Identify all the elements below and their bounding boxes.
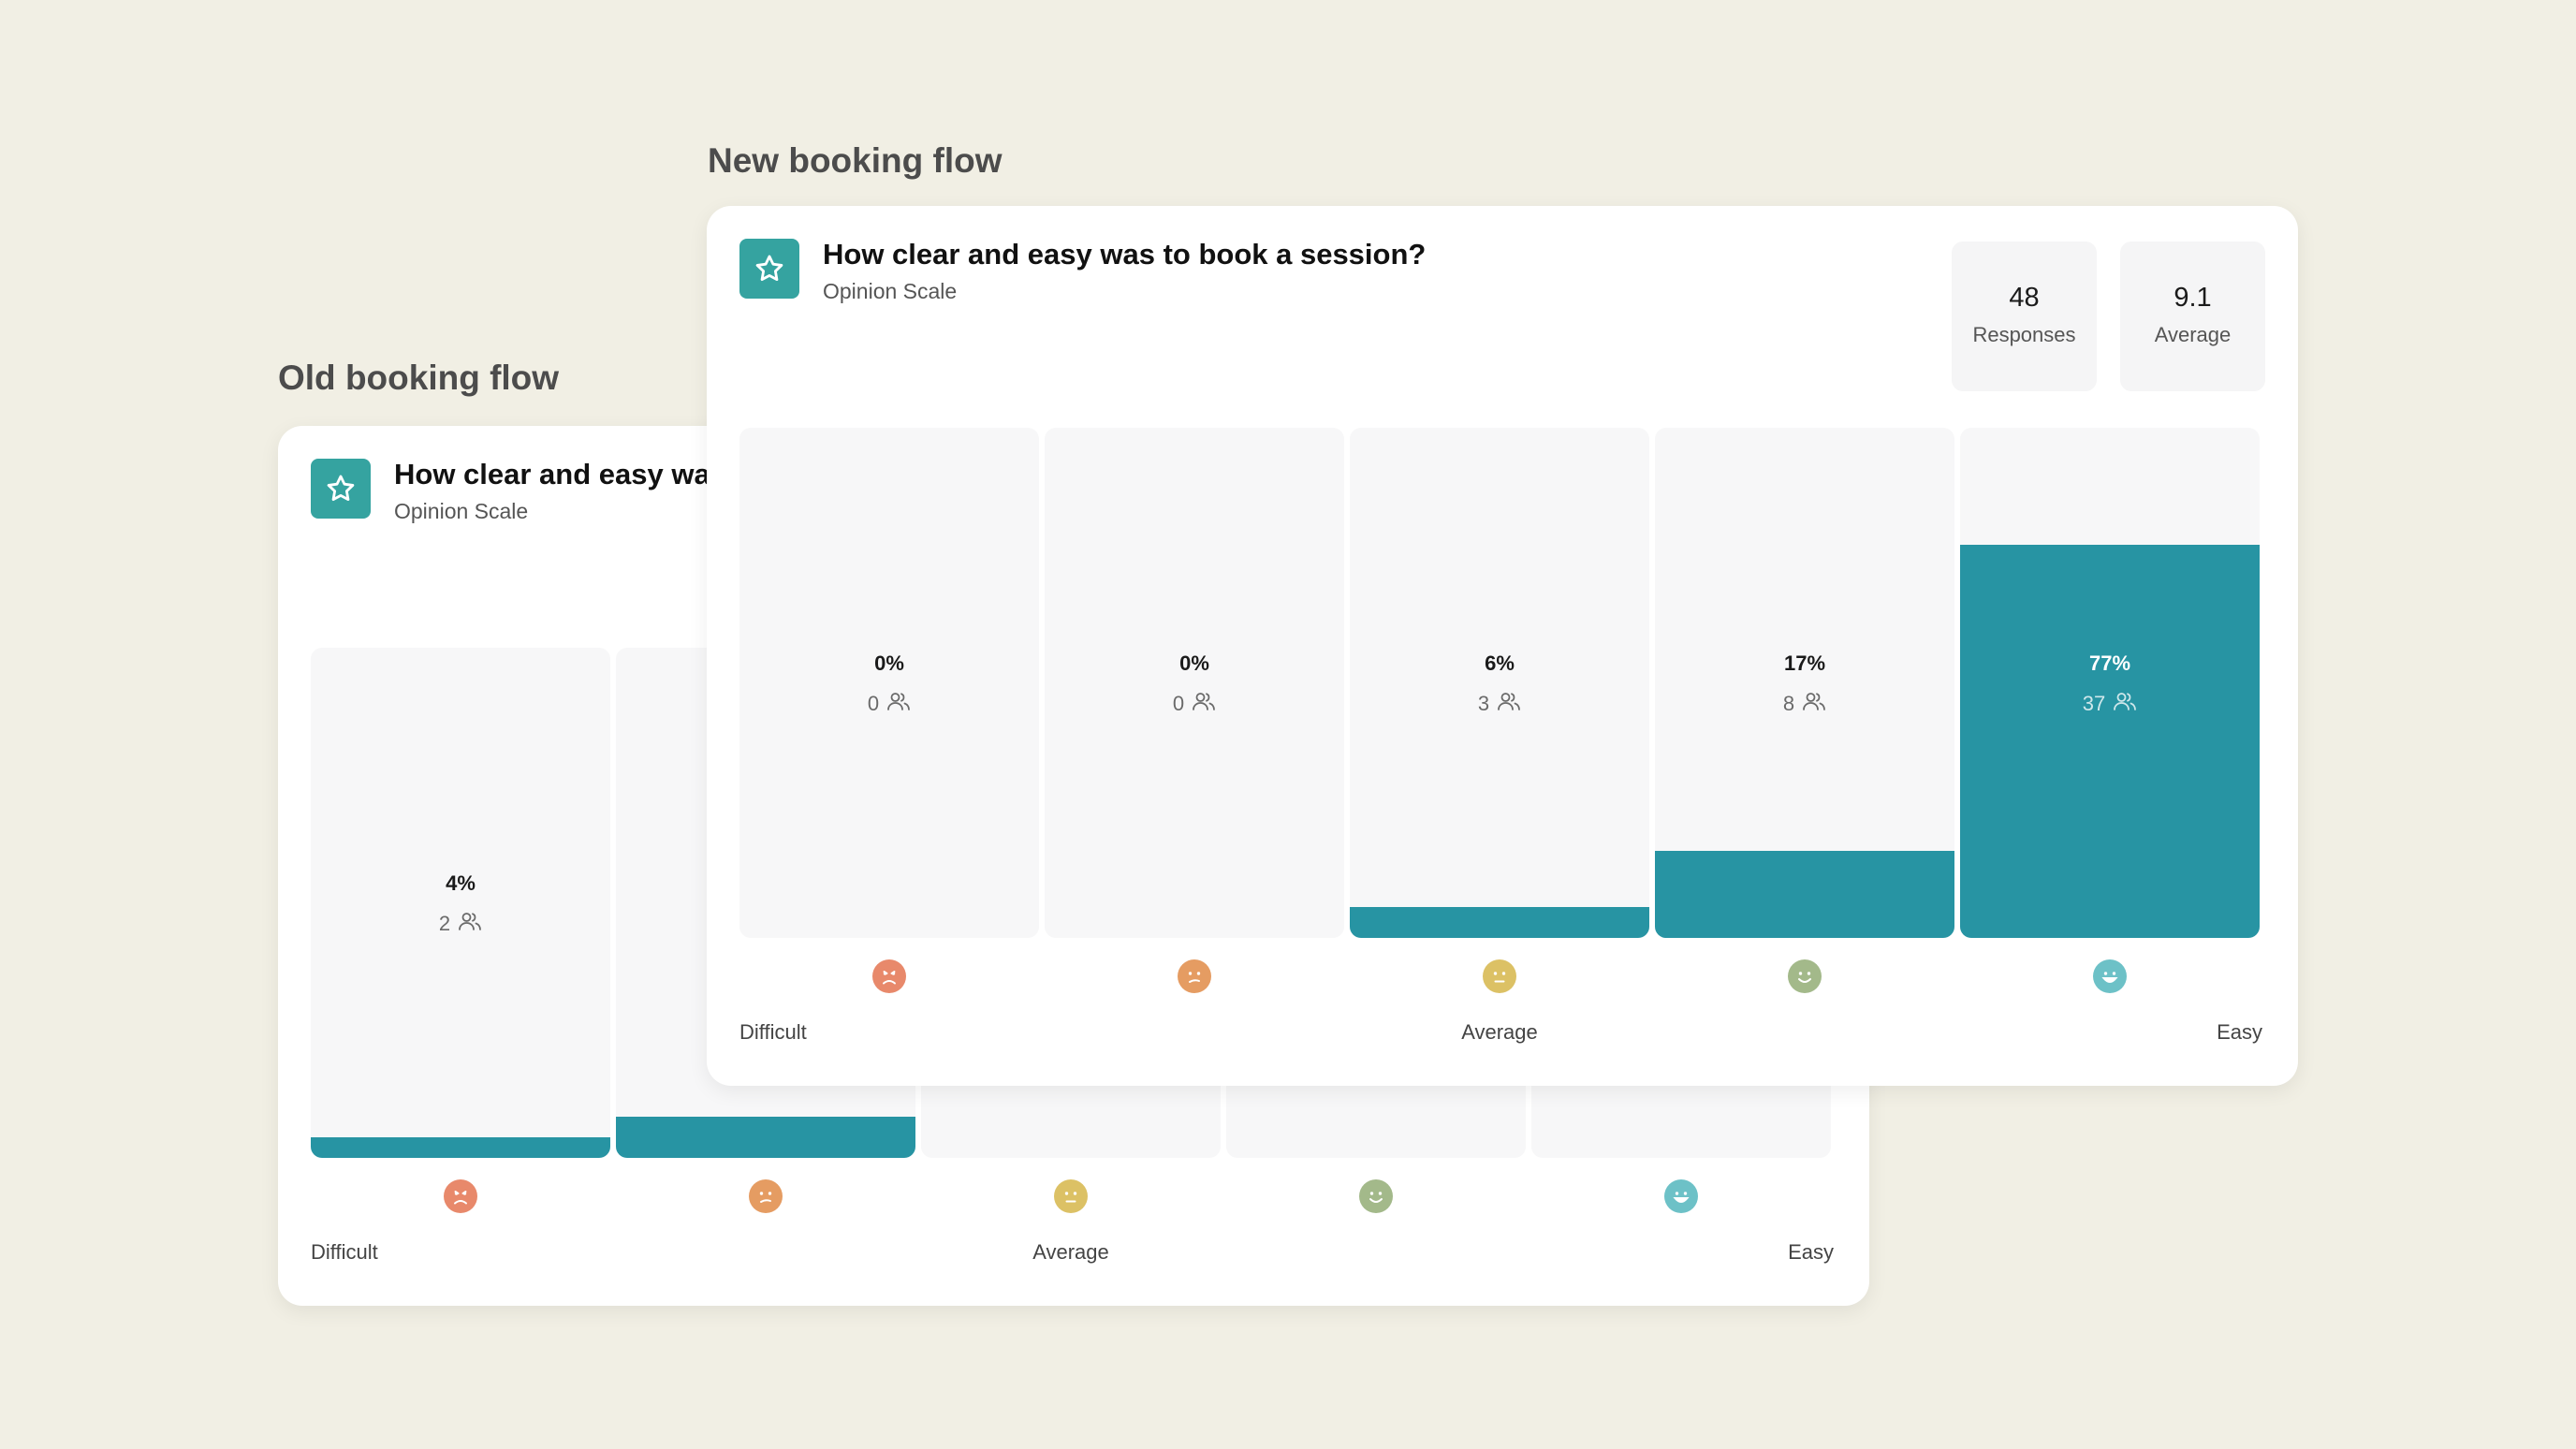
respondent-count: 3 bbox=[1350, 690, 1649, 718]
people-icon bbox=[1802, 690, 1826, 718]
respondent-count-value: 8 bbox=[1782, 692, 1795, 715]
confused-face-icon bbox=[1178, 959, 1211, 993]
scale-label-low: Difficult bbox=[739, 1020, 807, 1044]
bar-2 bbox=[616, 1117, 915, 1158]
people-icon bbox=[1192, 690, 1216, 718]
bar-value-label: 77% bbox=[2088, 651, 2131, 675]
responses-stat: 48 Responses bbox=[1952, 242, 2097, 391]
scale-label-high: Easy bbox=[2217, 1020, 2262, 1044]
people-icon bbox=[458, 910, 482, 938]
bar-5 bbox=[1960, 545, 2260, 938]
frown-face-icon bbox=[872, 959, 906, 993]
scale-label-high: Easy bbox=[1788, 1240, 1834, 1264]
bar-value-label: 6% bbox=[1485, 651, 1515, 675]
question-type: Opinion Scale bbox=[394, 499, 529, 523]
people-icon bbox=[2113, 690, 2137, 718]
respondent-count-value: 0 bbox=[1172, 692, 1185, 715]
average-stat: 9.1 Average bbox=[2120, 242, 2265, 391]
question-title: How clear and easy was to book a session… bbox=[823, 238, 1427, 271]
respondent-count: 0 bbox=[1045, 690, 1344, 718]
respondent-count-value: 2 bbox=[438, 912, 451, 935]
respondent-count-value: 0 bbox=[867, 692, 880, 715]
bar-value-label: 0% bbox=[1179, 651, 1209, 675]
old-flow-label: Old booking flow bbox=[278, 359, 560, 397]
people-icon bbox=[886, 690, 911, 718]
scale-label-low: Difficult bbox=[311, 1240, 378, 1264]
responses-label: Responses bbox=[1972, 323, 2076, 346]
respondent-count-value: 3 bbox=[1477, 692, 1490, 715]
bar-4 bbox=[1655, 851, 1954, 938]
bar-column-3: 6% 3 bbox=[1350, 428, 1649, 938]
bar-column-5: 77% 37 bbox=[1960, 428, 2260, 938]
star-icon bbox=[739, 239, 799, 299]
star-icon bbox=[311, 459, 371, 519]
respondent-count: 8 bbox=[1655, 690, 1954, 718]
bar-value-label: 0% bbox=[874, 651, 904, 675]
respondent-count: 37 bbox=[1960, 690, 2260, 718]
grin-face-icon bbox=[1664, 1179, 1698, 1213]
bar-3 bbox=[1350, 907, 1649, 938]
smile-face-icon bbox=[1359, 1179, 1393, 1213]
new-flow-card: How clear and easy was to book a session… bbox=[707, 206, 2298, 1086]
neutral-face-icon bbox=[1483, 959, 1516, 993]
confused-face-icon bbox=[749, 1179, 783, 1213]
grin-face-icon bbox=[2093, 959, 2127, 993]
bar-value-label: 4% bbox=[446, 871, 476, 895]
frown-face-icon bbox=[444, 1179, 477, 1213]
bar-column-4: 17% 8 bbox=[1655, 428, 1954, 938]
bar-value-label: 17% bbox=[1783, 651, 1826, 675]
people-icon bbox=[1497, 690, 1521, 718]
question-title: How clear and easy was bbox=[394, 458, 726, 490]
new-flow-label: New booking flow bbox=[708, 141, 1003, 180]
neutral-face-icon bbox=[1054, 1179, 1088, 1213]
bar-column-2: 0% 0 bbox=[1045, 428, 1344, 938]
smile-face-icon bbox=[1788, 959, 1822, 993]
average-value: 9.1 bbox=[2174, 283, 2212, 313]
respondent-count: 0 bbox=[739, 690, 1039, 718]
average-label: Average bbox=[2154, 323, 2232, 346]
scale-label-mid: Average bbox=[1032, 1240, 1109, 1264]
bar-column-1: 0% 0 bbox=[739, 428, 1039, 938]
bar-column-1: 4% 2 bbox=[311, 648, 610, 1158]
scale-label-mid: Average bbox=[1461, 1020, 1538, 1044]
bar-1 bbox=[311, 1137, 610, 1158]
respondent-count-value: 37 bbox=[2082, 692, 2106, 715]
responses-value: 48 bbox=[2009, 283, 2040, 313]
respondent-count: 2 bbox=[311, 910, 610, 938]
question-type: Opinion Scale bbox=[823, 279, 958, 303]
